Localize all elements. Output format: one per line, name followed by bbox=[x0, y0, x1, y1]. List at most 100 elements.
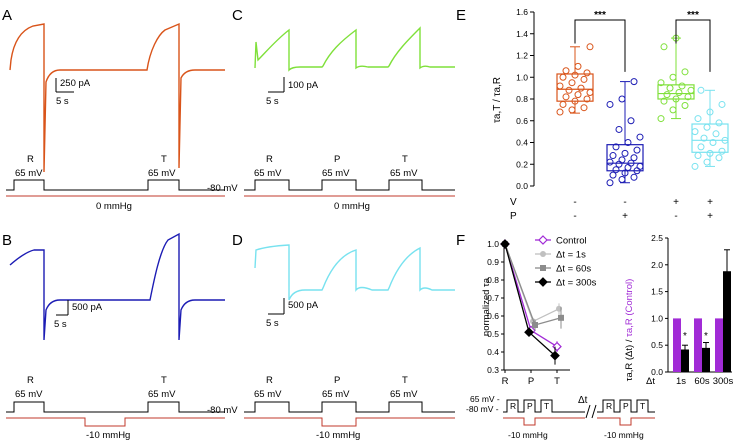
voltage-protocol-b bbox=[6, 401, 225, 413]
ticklabel-f2-1: 0.5 bbox=[651, 340, 663, 350]
point-e-3-13 bbox=[715, 119, 723, 127]
point-e-0-2 bbox=[580, 104, 588, 112]
point-e-2-11 bbox=[657, 79, 665, 87]
voltage-protocol-a bbox=[6, 179, 225, 191]
protocol-f-voltage bbox=[503, 399, 655, 413]
point-e-0-15 bbox=[571, 71, 579, 79]
point-e-1-10 bbox=[627, 159, 635, 167]
xticklabel-f2-0: 1s bbox=[676, 376, 686, 387]
pressure-c: 0 mmHg bbox=[334, 201, 370, 212]
barchart-f: 0.0 0.5 1.0 1.5 2.0 2.5 * 1s * 60s 300s Δt bbox=[646, 233, 734, 387]
ticklabel-f1-2: 0.5 bbox=[487, 329, 499, 339]
point-e-0-12 bbox=[568, 79, 576, 87]
rowlabel-e-p: P bbox=[510, 211, 517, 222]
scalebar-c-x: 5 s bbox=[266, 96, 279, 107]
sig-bracket-e-1 bbox=[675, 19, 711, 72]
ticklabel-e-4: 0.8 bbox=[516, 94, 528, 104]
point-e-3-9 bbox=[700, 134, 708, 142]
marker-f1-3-1 bbox=[524, 327, 534, 338]
point-e-3-16 bbox=[718, 100, 726, 108]
ticklabel-f2-2: 1.0 bbox=[651, 313, 663, 323]
point-e-2-10 bbox=[678, 82, 686, 90]
marker-d-t: T bbox=[402, 375, 408, 386]
xticklabel-f1-1: P bbox=[528, 376, 534, 387]
point-e-2-9 bbox=[666, 84, 674, 92]
scalebar-d-x: 5 s bbox=[266, 318, 279, 329]
point-e-3-2 bbox=[715, 154, 723, 162]
marker-f1-3-2 bbox=[550, 350, 560, 361]
point-e-1-19 bbox=[636, 133, 644, 141]
rowlabel-e-v: V bbox=[510, 197, 517, 208]
series-line-f1-3 bbox=[504, 243, 556, 357]
box-e-3 bbox=[691, 123, 729, 153]
ticklabel-e-3: 0.6 bbox=[516, 116, 528, 126]
scalebar-a-x: 5 s bbox=[56, 96, 69, 107]
vsign-e-1: - bbox=[623, 197, 626, 208]
holding-d: -80 mV bbox=[207, 405, 238, 416]
panel-label-f: F bbox=[456, 232, 465, 249]
scalebar-b-y: 500 pA bbox=[72, 302, 103, 313]
bar-f2-0-0 bbox=[673, 318, 681, 372]
bar-f2-1-0 bbox=[681, 349, 689, 372]
point-e-0-5 bbox=[583, 95, 591, 103]
trace-c bbox=[254, 26, 455, 72]
point-e-2-4 bbox=[672, 95, 680, 103]
protocol-f-pressure-2: -10 mmHg bbox=[604, 430, 644, 440]
ticklabel-e-1: 0.2 bbox=[516, 159, 528, 169]
point-e-1-6 bbox=[612, 166, 620, 174]
point-e-1-13 bbox=[630, 154, 638, 162]
scalebar-c bbox=[268, 77, 285, 93]
ticklabel-f2-0: 0.0 bbox=[651, 367, 663, 377]
point-e-0-4 bbox=[571, 97, 579, 105]
point-e-2-2 bbox=[681, 102, 689, 110]
sig-label-e-1: *** bbox=[687, 10, 699, 21]
ticklabel-f1-4: 0.7 bbox=[487, 293, 499, 303]
bar-f2-0-2 bbox=[715, 318, 723, 372]
point-e-1-12 bbox=[618, 156, 626, 164]
psign-e-2: - bbox=[674, 211, 677, 222]
point-e-1-17 bbox=[612, 143, 620, 151]
ticklabel-f2-5: 2.5 bbox=[651, 233, 663, 243]
marker-d-p: P bbox=[334, 375, 340, 386]
pressure-protocol-b bbox=[6, 417, 225, 427]
marker-b-t: T bbox=[161, 375, 167, 386]
xticklabel-f2-1: 60s bbox=[694, 376, 710, 387]
marker-b-r: R bbox=[27, 375, 34, 386]
ticklabel-f2-4: 2.0 bbox=[651, 260, 663, 270]
legend-label-f1-2: Δt = 60s bbox=[556, 264, 591, 275]
point-e-1-4 bbox=[621, 169, 629, 177]
marker-f1-2-2 bbox=[558, 314, 564, 321]
voltage-protocol-d bbox=[244, 401, 455, 413]
scalebar-b-x: 5 s bbox=[54, 319, 67, 330]
ylabel-f-right-purple: τa,R (Control) bbox=[624, 279, 635, 337]
point-e-3-5 bbox=[718, 147, 726, 155]
point-e-0-18 bbox=[574, 62, 582, 70]
point-e-2-14 bbox=[660, 43, 668, 51]
protocol-f-v-bottom: -80 mV - bbox=[466, 404, 499, 414]
vsign-e-0: - bbox=[573, 197, 576, 208]
point-e-0-8 bbox=[586, 88, 594, 96]
box-e-1 bbox=[606, 144, 644, 172]
point-e-1-22 bbox=[606, 100, 614, 108]
point-e-1-3 bbox=[609, 171, 617, 179]
marker-f1-0-2 bbox=[552, 341, 562, 352]
protocol-f-pressure bbox=[503, 417, 655, 426]
voltage-b-2: 65 mV bbox=[148, 389, 176, 400]
point-e-1-2 bbox=[630, 173, 638, 181]
panel-label-b: B bbox=[2, 232, 12, 249]
point-e-3-3 bbox=[694, 152, 702, 160]
point-e-0-9 bbox=[565, 86, 573, 94]
pressure-protocol-d bbox=[244, 417, 455, 427]
point-e-3-10 bbox=[712, 130, 720, 138]
voltage-a-2: 65 mV bbox=[148, 168, 176, 179]
ticklabel-e-6: 1.2 bbox=[516, 51, 528, 61]
point-e-3-11 bbox=[691, 128, 699, 136]
legend-marker-f1-0 bbox=[538, 235, 548, 245]
point-e-2-6 bbox=[663, 91, 671, 99]
protocol-f-v-top: 65 mV - bbox=[470, 394, 500, 404]
legend-marker-f1-1 bbox=[540, 251, 546, 257]
point-e-2-0 bbox=[657, 115, 665, 123]
point-e-1-9 bbox=[615, 160, 623, 168]
psign-e-0: - bbox=[573, 211, 576, 222]
series-line-f1-2 bbox=[504, 243, 562, 326]
